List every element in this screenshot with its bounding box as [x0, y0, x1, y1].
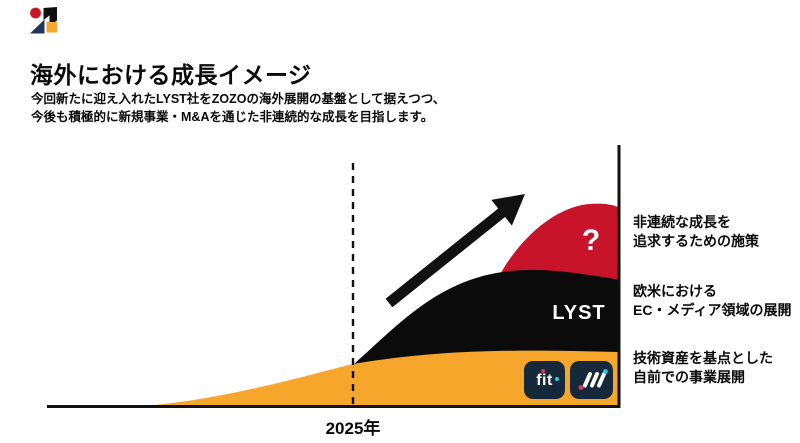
annotation-line: EC・メディア領域の展開	[633, 301, 792, 318]
triple-slash-logo-icon	[578, 369, 608, 390]
fit-red-dot-icon	[541, 369, 545, 373]
annotation-ec-media: 欧米における EC・メディア領域の展開	[633, 282, 800, 319]
logo-navy-triangle	[30, 19, 45, 34]
x-axis-label-2025: 2025年	[325, 419, 381, 438]
logo-black-flag	[43, 7, 57, 26]
logo-red-circle	[30, 7, 41, 19]
annotation-line: 欧米における	[633, 283, 717, 299]
annotation-line: 非連続な成長を	[633, 214, 731, 230]
question-mark-label: ?	[581, 224, 601, 257]
zozometry-badge	[570, 361, 613, 399]
growth-arrow-icon	[385, 194, 525, 308]
annotation-discontinuous-growth: 非連続な成長を 追求するための施策	[633, 213, 800, 250]
orange-area	[150, 350, 619, 406]
annotation-line: 技術資産を基点とした	[633, 350, 773, 366]
fit-teal-dot-icon	[555, 377, 559, 381]
annotation-tech-assets: 技術資産を基点とした 自前での事業展開	[633, 349, 800, 386]
subtitle: 今回新たに迎え入れたLYST社をZOZOの海外展開の基盤として据えつつ、 今後も…	[31, 91, 445, 126]
subtitle-line-2: 今後も積極的に新規事業・M&Aを通じた非連続的な成長を目指します。	[31, 109, 434, 124]
page-title: 海外における成長イメージ	[30, 62, 312, 88]
subtitle-line-1: 今回新たに迎え入れたLYST社をZOZOの海外展開の基盤として据えつつ、	[31, 92, 446, 106]
annotation-line: 追求するための施策	[633, 232, 759, 249]
zozo-logo-icon	[30, 7, 57, 34]
zozofit-badge: fit	[524, 361, 565, 399]
lyst-area	[354, 269, 619, 364]
annotation-line: 自前での事業展開	[633, 368, 745, 385]
lyst-area-label: LYST	[552, 302, 606, 324]
logo-orange-square	[46, 22, 57, 33]
fit-logo: fit	[536, 372, 553, 389]
